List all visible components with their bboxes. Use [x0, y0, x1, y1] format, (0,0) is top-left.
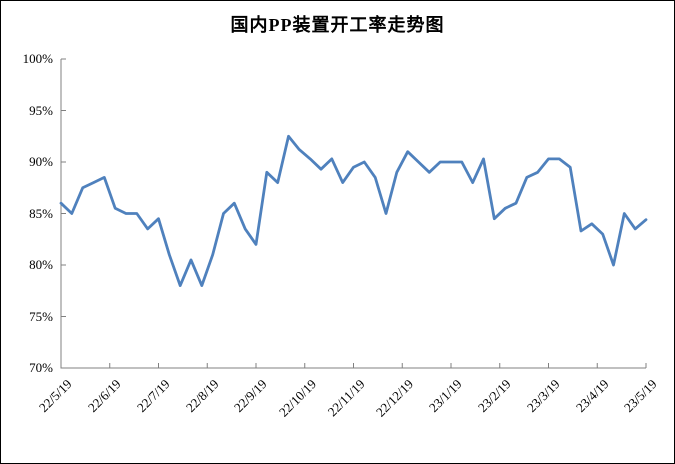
axis-lines — [60, 59, 646, 369]
data-line — [59, 134, 648, 288]
y-ticks — [61, 58, 66, 369]
x-ticks — [60, 363, 647, 368]
y-axis-label: 85% — [29, 205, 53, 221]
y-axis-label: 75% — [29, 308, 53, 324]
y-axis-label: 100% — [22, 51, 53, 66]
y-axis-label: 90% — [29, 154, 53, 169]
chart-title: 国内PP装置开工率走势图 — [230, 15, 445, 35]
y-axis-label: 80% — [29, 257, 53, 272]
y-axis-label: 95% — [29, 102, 53, 118]
y-axis-label: 70% — [29, 360, 53, 375]
